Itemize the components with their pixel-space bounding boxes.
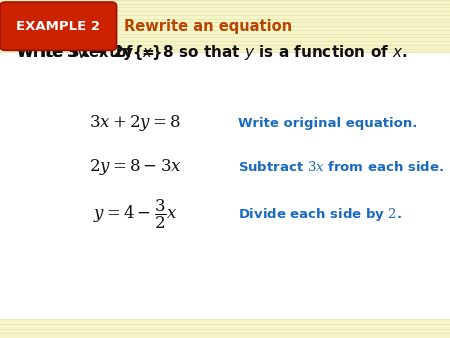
Text: $y = 4 - \dfrac{3}{2}x$: $y = 4 - \dfrac{3}{2}x$ — [93, 198, 177, 231]
FancyBboxPatch shape — [0, 2, 117, 50]
Bar — [0, 319, 450, 338]
Bar — [0, 0, 450, 52]
Text: Write $\mathbf{3}$\textbf{$x$}: Write $\mathbf{3}$\textbf{$x$} — [16, 43, 162, 62]
Text: Subtract $3x$ from each side.: Subtract $3x$ from each side. — [238, 160, 445, 174]
Text: EXAMPLE 2: EXAMPLE 2 — [16, 20, 100, 33]
Text: Rewrite an equation: Rewrite an equation — [124, 19, 292, 34]
Text: $3x + 2y = 8$: $3x + 2y = 8$ — [89, 113, 181, 134]
Text: Write original equation.: Write original equation. — [238, 117, 418, 130]
Text: Divide each side by $2$.: Divide each side by $2$. — [238, 206, 403, 223]
Text: $2y = 8 - 3x$: $2y = 8 - 3x$ — [89, 157, 181, 177]
Text: Write $\bf{3x}$ $\bf{+}$ $\bf{2y}$ $\bf{=}$ $\bf{8}$ so that $\bf{\mathit{y}}$ i: Write $\bf{3x}$ $\bf{+}$ $\bf{2y}$ $\bf{… — [16, 43, 408, 62]
